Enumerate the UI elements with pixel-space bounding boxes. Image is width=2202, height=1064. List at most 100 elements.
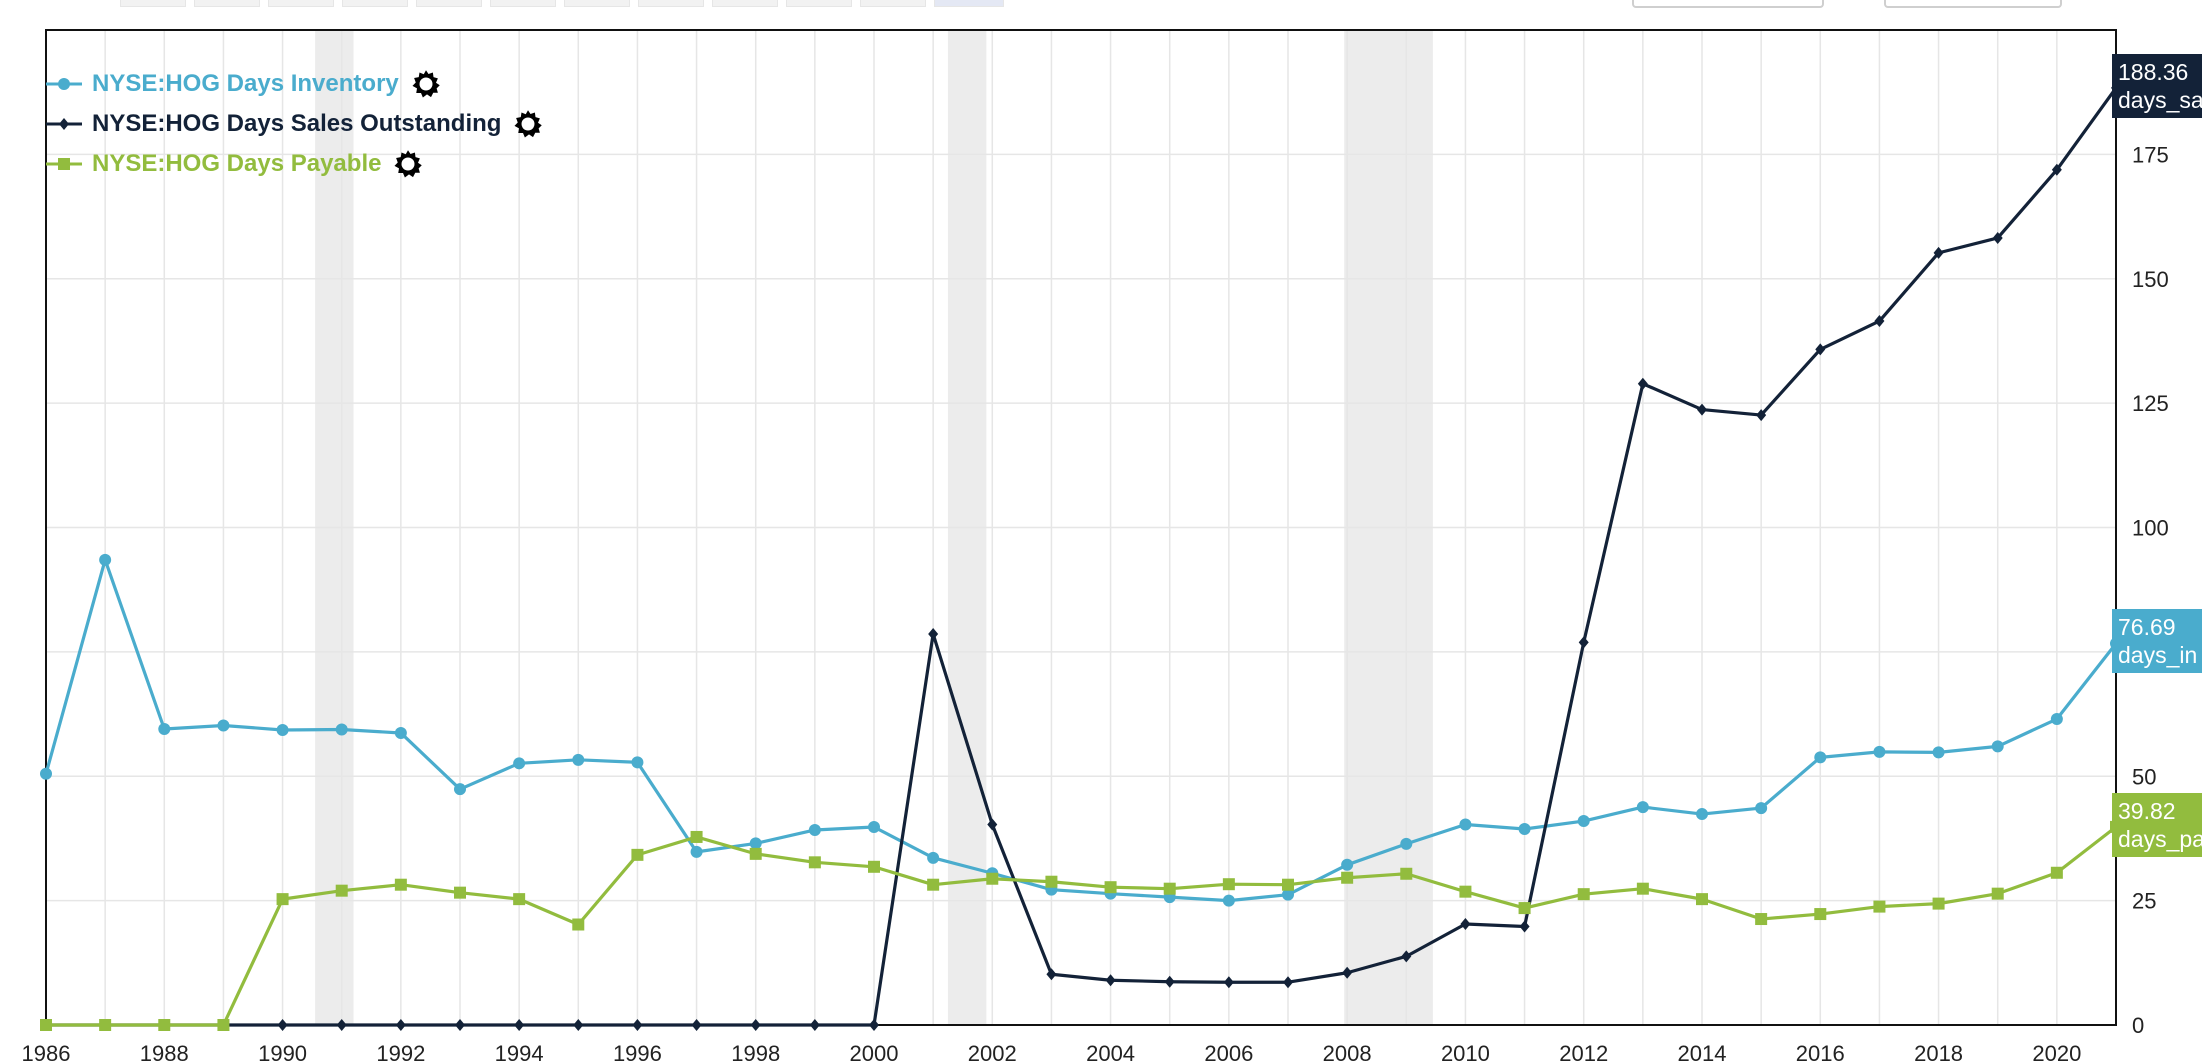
data-point — [1460, 918, 1471, 931]
data-point — [2050, 866, 2063, 879]
series-line — [46, 86, 2118, 1027]
x-tick-label: 2014 — [1678, 1041, 1727, 1064]
data-point — [1223, 976, 1234, 989]
data-point — [1992, 231, 2003, 244]
x-tick-label: 1992 — [376, 1041, 425, 1064]
data-point — [1401, 950, 1412, 963]
end-series-code: days_in — [2118, 642, 2198, 669]
data-point — [927, 878, 940, 891]
toolbar-button[interactable] — [194, 0, 260, 7]
data-point — [632, 1019, 643, 1031]
toolbar-button[interactable] — [268, 0, 334, 7]
data-point — [1697, 403, 1707, 416]
toolbar-button[interactable] — [786, 0, 852, 7]
data-point — [1873, 900, 1886, 913]
data-point — [750, 1019, 761, 1031]
data-point — [513, 893, 526, 906]
toolbar-button[interactable] — [490, 0, 556, 7]
x-tick-label: 1988 — [140, 1041, 189, 1064]
data-point — [690, 830, 703, 843]
data-point — [868, 860, 880, 873]
y-tick-label: 100 — [2132, 516, 2169, 541]
toolbar-button[interactable] — [712, 0, 778, 7]
data-point — [99, 553, 112, 566]
data-point — [1518, 902, 1531, 915]
data-point — [394, 878, 407, 891]
data-point — [573, 1019, 584, 1031]
data-point — [1696, 808, 1708, 821]
data-point — [808, 856, 821, 869]
end-value: 39.82 — [2118, 797, 2176, 824]
y-tick-label: 150 — [2132, 267, 2169, 292]
end-value: 188.36 — [2118, 58, 2189, 85]
data-point — [1815, 343, 1826, 356]
x-tick-label: 2002 — [968, 1041, 1017, 1064]
toolbar-button[interactable] — [342, 0, 408, 7]
y-tick-label: 125 — [2132, 391, 2169, 416]
data-point — [2051, 163, 2062, 176]
data-point — [868, 820, 880, 833]
x-tick-label: 1990 — [258, 1041, 307, 1064]
data-point — [631, 756, 644, 769]
legend-swatch — [46, 78, 82, 90]
data-point — [1637, 377, 1648, 390]
gear-icon[interactable] — [411, 69, 441, 99]
y-tick-label: 25 — [2132, 889, 2156, 914]
gear-icon[interactable] — [513, 109, 543, 139]
data-point — [1459, 818, 1472, 831]
data-point — [514, 1019, 525, 1031]
data-point — [1518, 822, 1531, 835]
legend-item[interactable]: NYSE:HOG Days Sales Outstanding — [46, 104, 543, 144]
toolbar-button[interactable] — [564, 0, 630, 7]
data-point — [1696, 893, 1708, 906]
data-point — [1222, 878, 1235, 891]
data-point — [749, 847, 762, 860]
toolbar-select[interactable] — [1884, 0, 2062, 8]
data-point — [40, 767, 52, 780]
gear-icon[interactable] — [393, 149, 423, 179]
data-point — [1222, 894, 1235, 907]
data-point — [1755, 802, 1768, 815]
data-point — [1105, 974, 1116, 987]
y-tick-label: 0 — [2132, 1013, 2144, 1038]
data-point — [1577, 815, 1590, 828]
toolbar-button-active[interactable] — [934, 0, 1004, 7]
plot-border — [45, 29, 2117, 1026]
data-point — [2050, 713, 2063, 726]
data-point — [1400, 867, 1413, 880]
legend-label: NYSE:HOG Days Payable — [92, 150, 382, 177]
toolbar-button[interactable] — [860, 0, 926, 7]
toolbar-button[interactable] — [638, 0, 704, 7]
data-point — [1282, 878, 1294, 891]
data-point — [455, 1019, 465, 1031]
x-tick-label: 2018 — [1914, 1041, 1963, 1064]
end-value-tag: 39.82 days_pa — [2112, 792, 2202, 857]
x-axis-ticks: 1986 1988 1990 1992 1994 1996 1998 2000 2002 2004… — [22, 1041, 2082, 1064]
data-point — [217, 1019, 230, 1031]
data-point — [1991, 740, 2004, 753]
data-point — [1814, 751, 1827, 764]
x-tick-label: 2000 — [850, 1041, 899, 1064]
data-point — [1636, 882, 1649, 895]
x-tick-label: 2004 — [1086, 1041, 1135, 1064]
data-point — [1991, 887, 2004, 900]
legend-item[interactable]: NYSE:HOG Days Inventory — [46, 64, 543, 104]
data-point — [691, 1019, 702, 1031]
series-line — [46, 825, 2117, 1027]
toolbar-button[interactable] — [416, 0, 482, 7]
data-point — [1577, 888, 1590, 901]
data-point — [928, 627, 939, 640]
x-tick-label: 2006 — [1204, 1041, 1253, 1064]
toolbar-button[interactable] — [120, 0, 186, 7]
data-point — [690, 845, 703, 858]
data-point — [276, 723, 289, 736]
data-point — [1814, 908, 1827, 921]
data-point — [513, 757, 526, 770]
data-point — [749, 837, 762, 850]
data-point — [158, 1019, 171, 1031]
toolbar-select[interactable] — [1632, 0, 1824, 8]
x-tick-label: 2020 — [2032, 1041, 2081, 1064]
data-point — [1636, 801, 1649, 814]
data-point — [631, 848, 644, 861]
legend-item[interactable]: NYSE:HOG Days Payable — [46, 144, 543, 184]
